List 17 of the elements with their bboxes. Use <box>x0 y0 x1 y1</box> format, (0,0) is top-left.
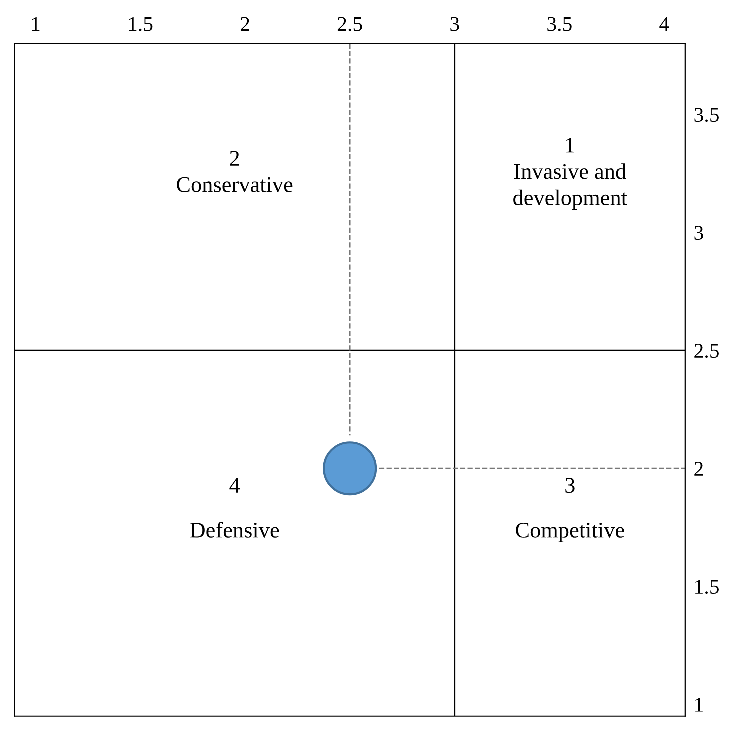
text: 4 Defensive <box>190 478 280 538</box>
y-tick-label: 2 <box>694 462 704 476</box>
y-tick-label: 2.5 <box>694 344 719 358</box>
x-tick-label: 4 <box>660 17 670 32</box>
x-tick-label: 3.5 <box>548 17 572 32</box>
x-tick-label: 1.5 <box>129 17 153 32</box>
text: 3 Competitive <box>516 478 624 542</box>
y-tick-label: 1 <box>696 698 703 712</box>
x-tick-label: 2.5 <box>338 17 362 32</box>
x-tick-label: 2 <box>240 17 250 32</box>
annotation: 2 Conservative <box>177 151 293 192</box>
annotation: 1 Invasive and development <box>514 138 628 210</box>
x-tick-label: 1 <box>32 17 40 32</box>
x-tick-label: 3 <box>450 17 460 32</box>
y-tick-label: 3.5 <box>694 108 719 122</box>
y-tick-label: 1.5 <box>696 580 719 594</box>
y-tick-label: 3 <box>694 226 704 240</box>
